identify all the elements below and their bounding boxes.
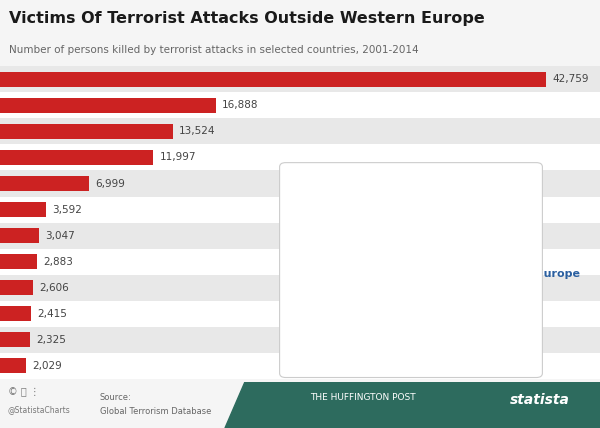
Text: @StatistaCharts: @StatistaCharts [8, 405, 71, 414]
Text: 42,759: 42,759 [552, 74, 589, 84]
Bar [0, 275, 600, 301]
Bar [0, 306, 31, 321]
Bar [0, 223, 600, 249]
Text: 6,999: 6,999 [96, 178, 125, 188]
Text: 3,592: 3,592 [52, 205, 82, 214]
Text: 420: 420 [479, 287, 501, 297]
Bar [0, 170, 600, 196]
Text: THE HUFFINGTON POST: THE HUFFINGTON POST [310, 393, 416, 402]
Text: 2,325: 2,325 [36, 335, 66, 345]
Text: statista: statista [510, 393, 570, 407]
Bar [0, 249, 600, 275]
Bar [0, 72, 546, 87]
Bar [0, 353, 600, 379]
Bar [0, 124, 173, 139]
Bar [0, 301, 600, 327]
Bar [0, 66, 600, 92]
Text: 3,047: 3,047 [45, 231, 75, 241]
Text: 108,294: 108,294 [479, 241, 526, 251]
Polygon shape [225, 382, 600, 428]
Text: 16,888: 16,888 [222, 101, 259, 110]
Bar [0, 92, 600, 119]
Text: Number of persons killed by terrorist attacks in selected countries, 2001-2014: Number of persons killed by terrorist at… [9, 45, 419, 55]
Text: Worldwide: Worldwide [479, 226, 538, 235]
Bar [0, 98, 215, 113]
Circle shape [289, 195, 475, 345]
Text: 11,997: 11,997 [160, 152, 196, 163]
Circle shape [364, 250, 375, 259]
Bar [0, 327, 600, 353]
Text: Global Terrorism Database: Global Terrorism Database [100, 407, 211, 416]
Bar [0, 280, 33, 295]
Text: © ⓘ ⋮: © ⓘ ⋮ [8, 387, 40, 397]
Bar [0, 358, 26, 373]
Bar [0, 196, 600, 223]
Text: Source:: Source: [100, 393, 132, 402]
Text: 2,029: 2,029 [32, 361, 62, 371]
Text: 13,524: 13,524 [179, 126, 215, 137]
Text: Western Europe: Western Europe [479, 269, 580, 279]
Text: 2,883: 2,883 [43, 257, 73, 267]
Bar [0, 119, 600, 145]
Bar [0, 150, 153, 165]
Bar [0, 202, 46, 217]
Text: Victims Of Terrorist Attacks Outside Western Europe: Victims Of Terrorist Attacks Outside Wes… [9, 11, 485, 26]
Bar [0, 254, 37, 269]
Bar [0, 145, 600, 170]
Bar [0, 228, 39, 243]
Bar [0, 332, 29, 347]
Text: 2,606: 2,606 [40, 282, 70, 293]
Text: 2,415: 2,415 [37, 309, 67, 319]
Bar [0, 176, 89, 191]
